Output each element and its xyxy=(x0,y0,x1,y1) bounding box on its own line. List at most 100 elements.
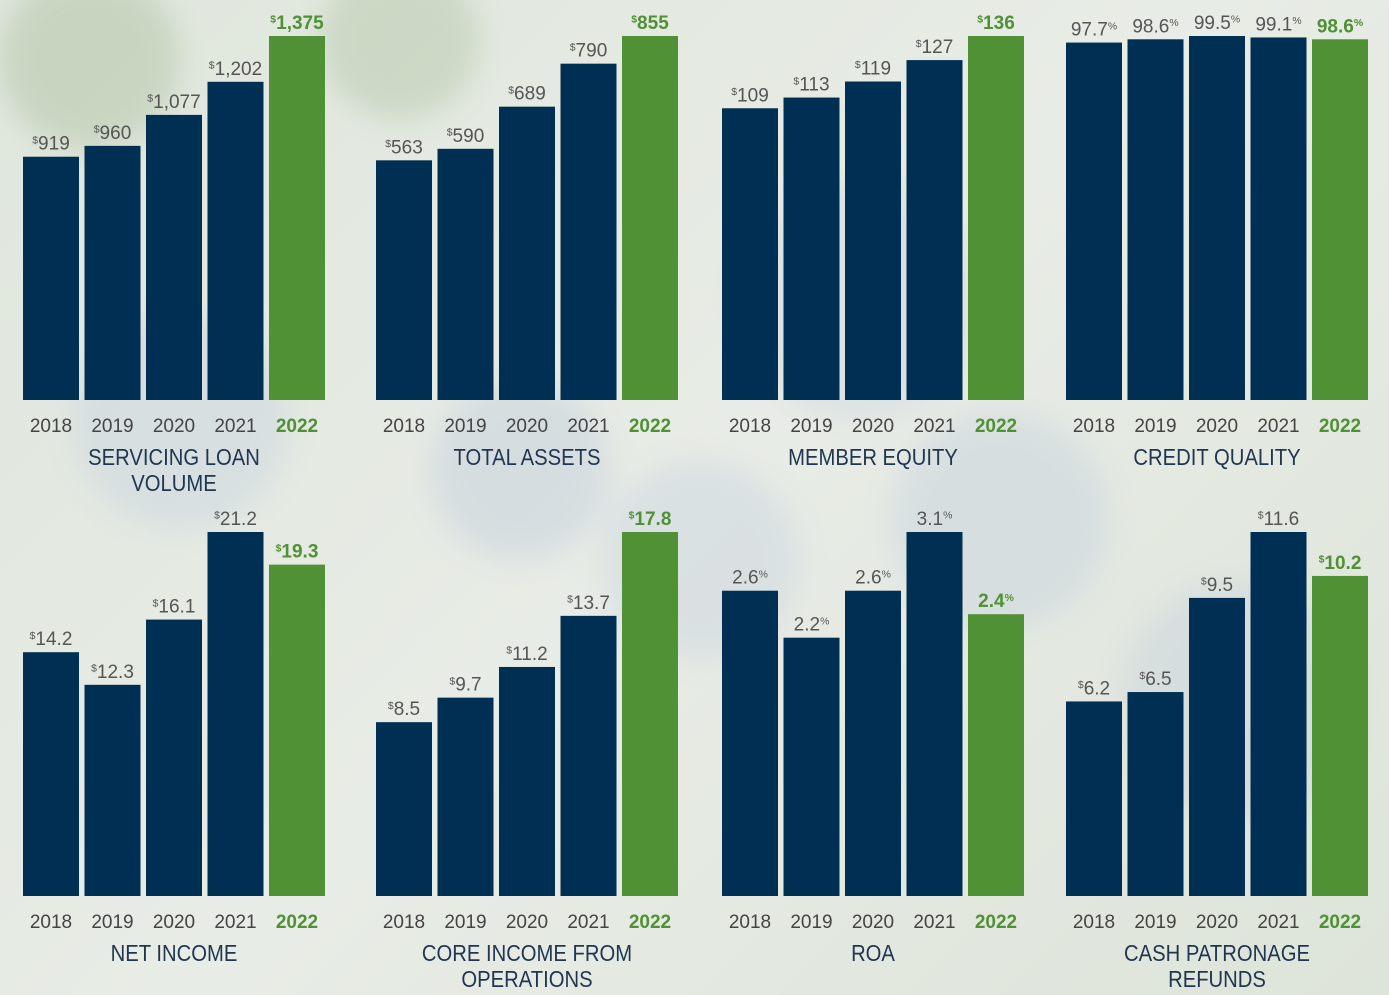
bar xyxy=(23,652,79,896)
chart-title: ROA xyxy=(750,940,996,966)
x-tick-label: 2020 xyxy=(852,416,894,437)
x-tick-label: 2022 xyxy=(276,416,318,437)
value-label: $8.5 xyxy=(388,699,420,720)
chart-title: MEMBER EQUITY xyxy=(750,444,996,470)
value-label: $10.2 xyxy=(1319,553,1362,574)
x-tick-label: 2019 xyxy=(91,912,133,933)
bar xyxy=(438,698,494,896)
value-label: $12.3 xyxy=(91,662,134,683)
x-tick-label: 2021 xyxy=(567,912,609,933)
bar xyxy=(438,149,494,400)
x-tick-label: 2020 xyxy=(852,912,894,933)
value-label: $1,202 xyxy=(209,59,262,80)
chart-grid: $9192018$9602019$1,0772020$1,2022021$1,3… xyxy=(0,0,1389,995)
x-tick-label: 2019 xyxy=(444,416,486,437)
bar xyxy=(968,614,1024,896)
x-tick-label: 2022 xyxy=(975,912,1017,933)
value-label: $127 xyxy=(916,37,954,58)
value-label: $113 xyxy=(793,75,829,96)
x-tick-label: 2021 xyxy=(1257,912,1299,933)
x-tick-label: 2021 xyxy=(1257,416,1299,437)
x-tick-label: 2018 xyxy=(383,416,425,437)
bar xyxy=(845,82,901,401)
bar xyxy=(561,616,617,896)
value-label: $855 xyxy=(631,13,669,34)
bar xyxy=(208,532,264,896)
x-tick-label: 2021 xyxy=(913,416,955,437)
x-tick-label: 2019 xyxy=(444,912,486,933)
x-tick-label: 2022 xyxy=(1319,416,1361,437)
bar xyxy=(622,532,678,896)
value-label: $6.5 xyxy=(1139,669,1171,690)
chart-title: CORE INCOME FROM OPERATIONS xyxy=(404,940,650,992)
x-tick-label: 2020 xyxy=(506,912,548,933)
value-label: $119 xyxy=(855,59,891,80)
x-tick-label: 2022 xyxy=(276,912,318,933)
x-tick-label: 2022 xyxy=(629,416,671,437)
x-tick-label: 2022 xyxy=(975,416,1017,437)
bar xyxy=(499,667,555,896)
x-tick-label: 2022 xyxy=(1319,912,1361,933)
x-tick-label: 2020 xyxy=(153,912,195,933)
x-tick-label: 2018 xyxy=(30,912,72,933)
bar xyxy=(845,591,901,896)
bar xyxy=(622,36,678,400)
bar xyxy=(146,620,202,896)
bar xyxy=(376,160,432,400)
bar xyxy=(1128,39,1184,400)
x-tick-label: 2019 xyxy=(790,912,832,933)
value-label: $14.2 xyxy=(30,629,73,650)
value-label: $960 xyxy=(94,123,132,144)
value-label: $9.5 xyxy=(1201,575,1233,596)
chart-title: SERVICING LOAN VOLUME xyxy=(51,444,297,496)
bar xyxy=(208,82,264,400)
value-label: $16.1 xyxy=(153,597,196,618)
x-tick-label: 2019 xyxy=(1134,416,1176,437)
bar xyxy=(907,532,963,896)
x-tick-label: 2019 xyxy=(790,416,832,437)
bar xyxy=(1312,576,1368,896)
bar xyxy=(269,36,325,400)
x-tick-label: 2018 xyxy=(1073,416,1115,437)
value-label: $590 xyxy=(447,126,485,147)
bar xyxy=(784,638,840,896)
value-label: 2.6% xyxy=(855,568,891,589)
chart-title: CREDIT QUALITY xyxy=(1094,444,1340,470)
value-label: 98.6% xyxy=(1317,16,1363,37)
bar xyxy=(1312,39,1368,400)
x-tick-label: 2022 xyxy=(629,912,671,933)
bar xyxy=(499,107,555,400)
value-label: 97.7% xyxy=(1071,20,1117,41)
bar xyxy=(907,60,963,400)
bar xyxy=(1066,701,1122,896)
x-tick-label: 2021 xyxy=(214,416,256,437)
value-label: 2.2% xyxy=(794,615,830,636)
x-tick-label: 2020 xyxy=(506,416,548,437)
value-label: $689 xyxy=(508,84,546,105)
value-label: 98.6% xyxy=(1132,16,1178,37)
chart-title: NET INCOME xyxy=(51,940,297,966)
bar xyxy=(1189,598,1245,896)
value-label: $1,375 xyxy=(270,13,324,34)
bar xyxy=(146,115,202,400)
bar xyxy=(1128,692,1184,896)
value-label: $109 xyxy=(731,85,769,106)
x-tick-label: 2018 xyxy=(30,416,72,437)
bar xyxy=(784,98,840,400)
value-label: $919 xyxy=(32,134,70,155)
chart-title: CASH PATRONAGE REFUNDS xyxy=(1094,940,1340,992)
value-label: $21.2 xyxy=(214,509,257,530)
value-label: $13.7 xyxy=(567,593,610,614)
value-label: 99.5% xyxy=(1194,13,1240,34)
bar xyxy=(1251,37,1307,400)
bar xyxy=(376,722,432,896)
x-tick-label: 2018 xyxy=(1073,912,1115,933)
value-label: $136 xyxy=(977,13,1015,34)
page: $9192018$9602019$1,0772020$1,2022021$1,3… xyxy=(0,0,1389,995)
x-tick-label: 2021 xyxy=(567,416,609,437)
value-label: $11.6 xyxy=(1258,509,1299,530)
bar xyxy=(269,565,325,896)
value-label: $19.3 xyxy=(276,542,319,563)
bar xyxy=(722,108,778,400)
bar xyxy=(1251,532,1307,896)
